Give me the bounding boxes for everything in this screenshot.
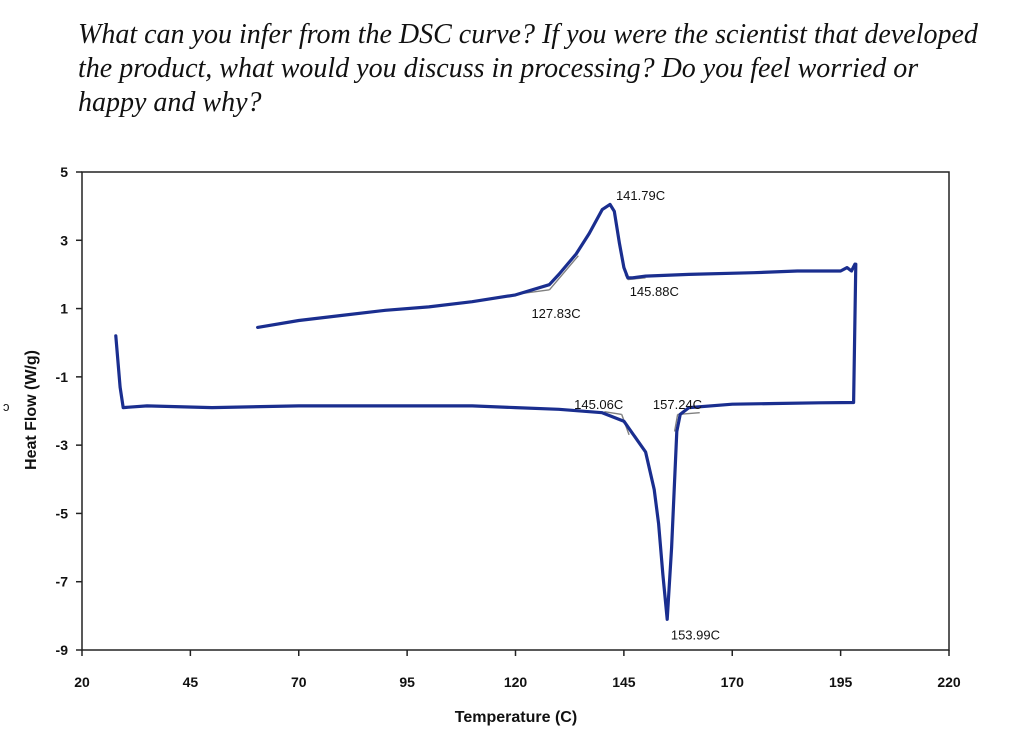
tangent-line (604, 410, 622, 416)
annotation-label: 153.99C (671, 627, 720, 642)
y-tick-label: -1 (56, 369, 69, 385)
x-tick-label: 120 (504, 674, 528, 690)
annotation-label: 145.88C (630, 284, 679, 299)
y-tick-label: -9 (56, 642, 69, 658)
x-tick-label: 170 (721, 674, 745, 690)
x-tick-label: 20 (74, 674, 90, 690)
y-tick-label: 3 (60, 232, 68, 248)
y-axis-title: Heat Flow (W/g) (23, 350, 40, 470)
series-line-cooling (256, 202, 857, 329)
x-tick-label: 220 (937, 674, 961, 690)
x-axis-title: Temperature (C) (455, 709, 577, 726)
annotation-label: 145.06C (574, 397, 623, 412)
x-tick-label: 145 (612, 674, 636, 690)
x-tick-label: 70 (291, 674, 307, 690)
y-tick-label: -5 (56, 505, 69, 521)
tangent-line (548, 255, 579, 291)
curves (114, 202, 858, 621)
y-tick-label: -3 (56, 437, 69, 453)
x-tick-label: 45 (183, 674, 199, 690)
y-axis-ticks: 5 3 1 -1 -3 -5 -7 -9 (56, 164, 82, 658)
annotations: 141.79C 127.83C 145.88C 145.06C 157.24C 153.9… (531, 188, 720, 642)
y-tick-label: 5 (60, 164, 68, 180)
y-tick-label: -7 (56, 574, 69, 590)
y-tick-label: 1 (60, 301, 68, 317)
annotation-label: 157.24C (653, 397, 702, 412)
plot-frame (81, 171, 950, 651)
annotation-label: 127.83C (531, 306, 580, 321)
margin-mark: ↄ (3, 399, 10, 414)
tangent-line (673, 414, 679, 432)
x-axis-ticks: 20 45 70 95 120 145 170 195 220 (74, 650, 961, 690)
annotation-label: 141.79C (616, 188, 665, 203)
question-text: What can you infer from the DSC curve? I… (78, 19, 978, 118)
series-line-heating (114, 262, 858, 621)
x-tick-label: 195 (829, 674, 853, 690)
x-tick-label: 95 (399, 674, 415, 690)
